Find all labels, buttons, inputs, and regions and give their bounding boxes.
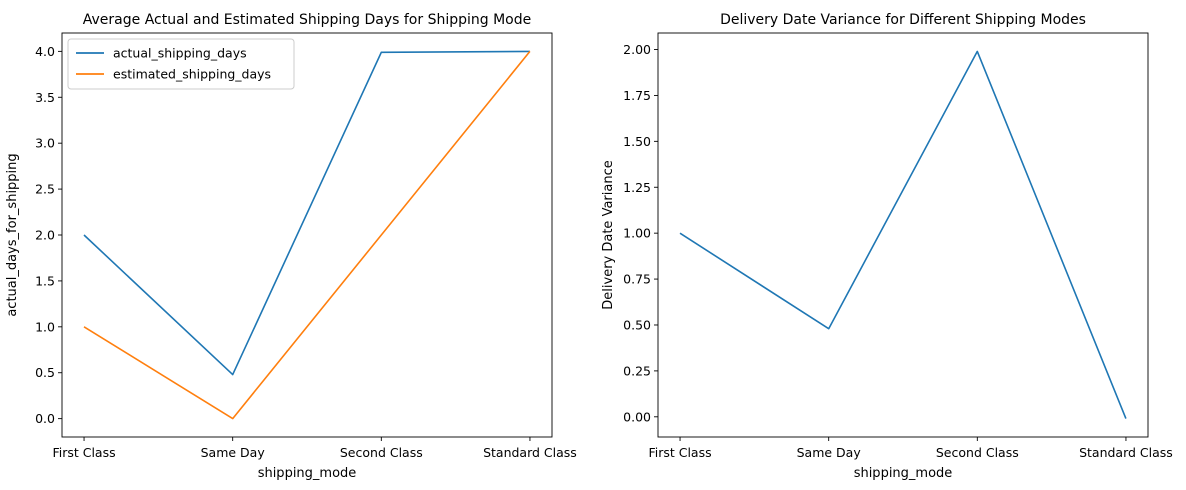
series-line-estimated_shipping_days [83,50,531,420]
y-axis-label: actual_days_for_shipping [5,153,20,316]
y-tick-label: 1.5 [35,273,55,288]
chart-title: Average Actual and Estimated Shipping Da… [83,12,532,28]
y-tick-label: 1.0 [35,319,55,334]
x-tick-label: Standard Class [483,445,577,460]
y-tick-label: 1.00 [623,226,651,241]
y-tick-label: 0.5 [35,365,55,380]
y-tick-label: 0.0 [35,411,55,426]
y-tick-label: 2.5 [35,182,55,197]
x-tick-label: Second Class [936,445,1019,460]
y-tick-label: 0.50 [623,317,651,332]
x-tick-label: First Class [52,445,115,460]
series-line-series-1 [679,50,1127,419]
y-tick-label: 0.25 [623,363,651,378]
chart-2: Delivery Date Variance for Different Shi… [601,12,1173,481]
y-tick-label: 1.75 [623,88,651,103]
y-tick-label: 3.0 [35,136,55,151]
chart-title: Delivery Date Variance for Different Shi… [720,12,1086,28]
y-tick-label: 4.0 [35,44,55,59]
x-tick-label: First Class [648,445,711,460]
x-tick-label: Standard Class [1079,445,1173,460]
x-tick-label: Same Day [201,445,266,460]
legend-box [67,38,295,90]
legend-entry: actual_shipping_days [113,46,247,61]
x-tick-label: Same Day [797,445,862,460]
axes-frame [657,32,1149,438]
chart-1: Average Actual and Estimated Shipping Da… [5,12,577,481]
axes-frame [61,32,553,438]
y-tick-label: 2.0 [35,228,55,243]
y-tick-label: 2.00 [623,42,651,57]
x-axis-label: shipping_mode [258,466,357,481]
y-axis-label: Delivery Date Variance [601,160,616,309]
y-tick-label: 0.00 [623,409,651,424]
y-tick-label: 1.50 [623,134,651,149]
series-line-actual_shipping_days [83,50,530,376]
y-tick-label: 1.25 [623,180,651,195]
x-tick-label: Second Class [340,445,423,460]
legend: actual_shipping_days estimated_shipping_d… [67,38,295,90]
y-tick-label: 0.75 [623,272,651,287]
x-axis-label: shipping_mode [854,466,953,481]
legend-entry: estimated_shipping_days [113,67,271,82]
y-tick-label: 3.5 [35,90,55,105]
